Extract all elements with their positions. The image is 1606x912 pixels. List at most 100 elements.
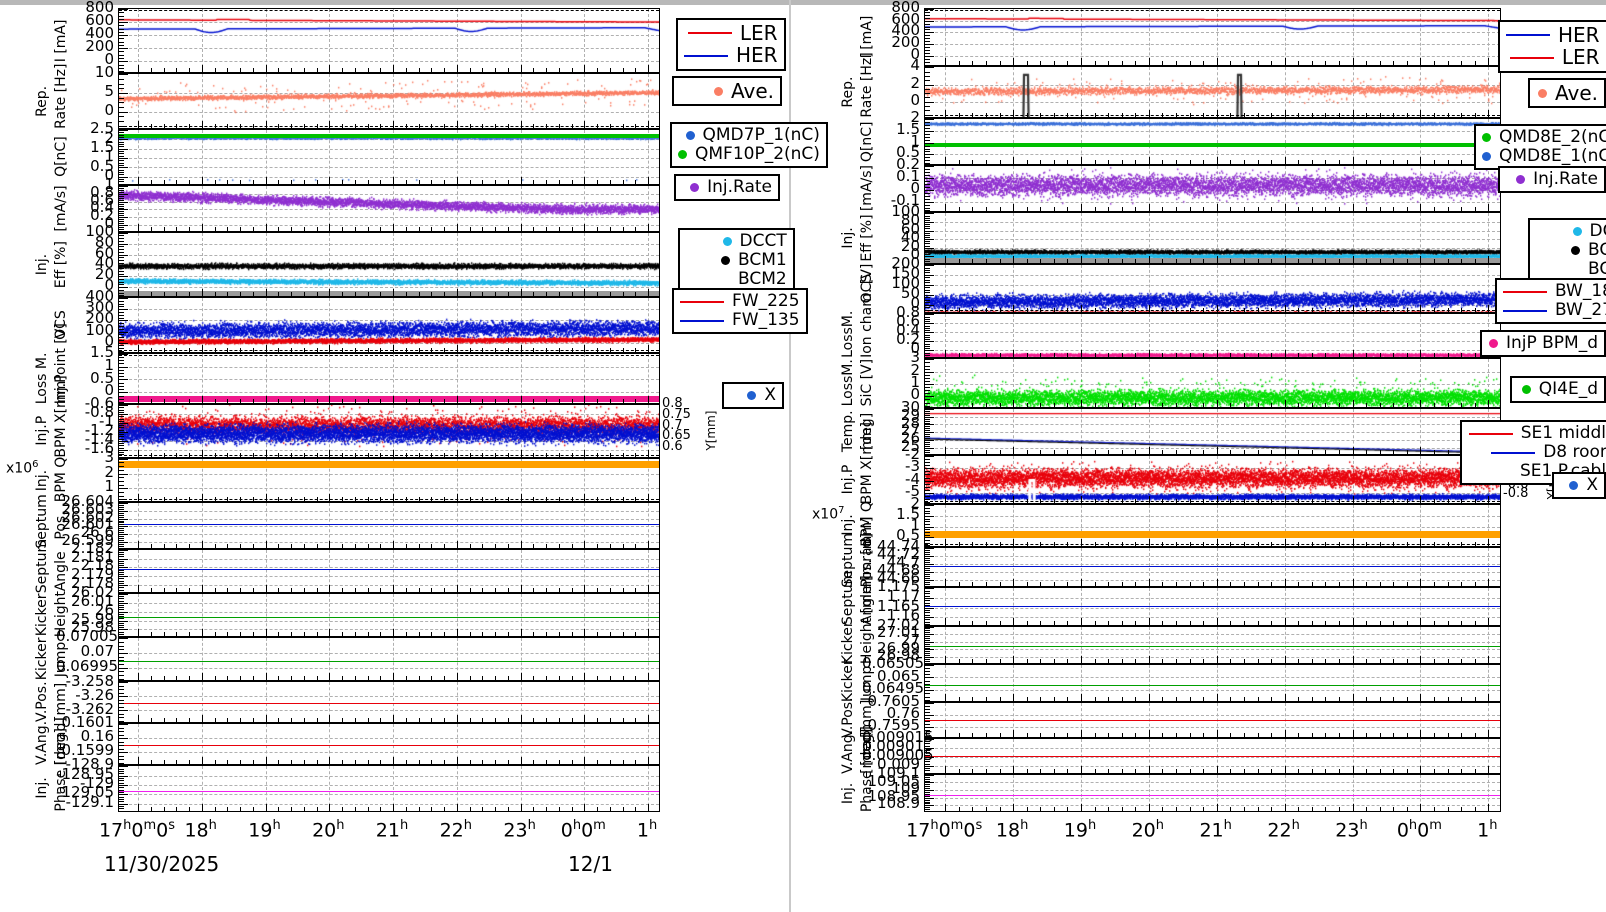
legend-item[interactable]: SE1 middle: [1468, 424, 1606, 443]
x-tick-marks: [925, 256, 1500, 263]
legend-beam-current[interactable]: HER LER: [1498, 20, 1606, 73]
xtick-major: [1488, 256, 1489, 263]
legend-ocs[interactable]: BW_180BW_270: [1495, 278, 1606, 324]
tick: [119, 522, 124, 523]
legend-item[interactable]: LER: [684, 22, 778, 44]
legend-rep-rate[interactable]: Ave.: [672, 76, 782, 106]
tick: [119, 563, 124, 564]
x-tick-marks: [925, 539, 1500, 546]
tick: [119, 211, 124, 212]
tick: [925, 570, 930, 571]
xtick-minor: [1067, 353, 1068, 357]
xtick-minor: [1000, 207, 1001, 211]
legend-item[interactable]: LER: [1506, 46, 1600, 68]
xtick-minor: [572, 676, 573, 680]
xtick-minor: [1312, 621, 1313, 625]
x-tick-marks: [925, 157, 1500, 164]
tick: [119, 19, 124, 20]
tick: [119, 653, 128, 654]
xtick-minor: [1176, 403, 1177, 407]
xtick-minor: [1339, 160, 1340, 164]
xtick-minor: [342, 718, 343, 722]
xtick-minor: [1067, 659, 1068, 663]
legend-item[interactable]: X: [1560, 476, 1598, 495]
tick: [925, 591, 930, 592]
legend-item[interactable]: HER: [1506, 24, 1600, 46]
legend-sic[interactable]: QI4E_d: [1510, 376, 1606, 403]
legend-inj-eff[interactable]: DCCTBCM1BCM2: [1528, 218, 1606, 283]
legend-item[interactable]: DCCT: [1536, 222, 1606, 241]
legend-item[interactable]: Ave.: [1536, 82, 1598, 104]
legend-item[interactable]: BCM1: [686, 251, 787, 270]
legend-ion-cham[interactable]: InjP BPM_d: [1480, 330, 1606, 357]
legend-item[interactable]: QMF10P_2(nC): [678, 145, 820, 164]
legend-bpm[interactable]: X: [1552, 472, 1606, 499]
legend-ocs[interactable]: FW_225 FW_135: [672, 288, 808, 334]
xtick-minor: [355, 544, 356, 548]
xtick-minor: [1162, 450, 1163, 454]
legend-inj-rate[interactable]: Inj.Rate: [674, 174, 780, 201]
xtick-major: [457, 541, 458, 548]
xtick-minor: [1135, 259, 1136, 263]
xtick-minor: [1067, 403, 1068, 407]
legend-item[interactable]: HER: [684, 44, 778, 66]
xtick-major: [138, 673, 139, 680]
xtick-minor: [1393, 61, 1394, 65]
legend-item[interactable]: BCM2: [1536, 260, 1606, 279]
legend-item[interactable]: FW_135: [680, 311, 800, 330]
tick: [119, 144, 124, 145]
tick: [925, 638, 930, 639]
tick: [119, 485, 124, 486]
tick: [119, 621, 128, 622]
legend-charge[interactable]: QMD8E_2(nC) QMD8E_1(nC): [1474, 124, 1606, 170]
legend-item[interactable]: InjP BPM_d: [1488, 334, 1598, 353]
legend-charge[interactable]: QMD7P_1(nC) QMF10P_2(nC): [670, 122, 828, 168]
xtick-minor: [482, 807, 483, 811]
xtick-major: [1353, 400, 1354, 407]
xtick-minor: [1000, 807, 1001, 811]
legend-inj-eff[interactable]: DCCTBCM1BCM2: [678, 228, 795, 293]
xtick-minor: [1380, 582, 1381, 586]
legend-item[interactable]: QMD8E_1(nC): [1482, 147, 1606, 166]
tick: [925, 677, 934, 678]
gridline-horizontal: [925, 608, 1500, 609]
legend-item[interactable]: Inj.Rate: [682, 178, 772, 197]
legend-item[interactable]: DCCT: [686, 232, 787, 251]
xtick-minor: [1122, 207, 1123, 211]
legend-item[interactable]: BCM1: [1536, 241, 1606, 260]
legend-item[interactable]: QMD8E_2(nC): [1482, 128, 1606, 147]
xtick-minor: [1203, 499, 1204, 503]
legend-inj-rate[interactable]: Inj.Rate: [1498, 166, 1606, 193]
xtick-minor: [164, 718, 165, 722]
xtick-minor: [215, 227, 216, 231]
gridline-horizontal: [925, 782, 1500, 783]
xtick-minor: [317, 544, 318, 548]
legend-item[interactable]: BW_180: [1503, 282, 1606, 301]
legend-item[interactable]: BCM2: [686, 270, 787, 289]
tick: [925, 18, 930, 19]
x-tick-marks: [925, 110, 1500, 117]
legend-item[interactable]: X: [730, 386, 776, 405]
xtick-major: [1013, 58, 1014, 65]
tick: [119, 556, 124, 557]
xtick-minor: [1339, 769, 1340, 773]
legend-item[interactable]: Ave.: [680, 80, 774, 102]
xtick-minor: [1176, 542, 1177, 546]
legend-item[interactable]: D8 room: [1468, 443, 1606, 462]
legend-item[interactable]: Inj.Rate: [1506, 170, 1598, 189]
plot-area-beam-current: [925, 9, 1500, 65]
tick: [119, 389, 124, 390]
legend-item[interactable]: FW_225: [680, 292, 800, 311]
x-tick-marks: [119, 629, 659, 636]
legend-line-swatch: [688, 32, 732, 34]
legend-item[interactable]: QI4E_d: [1518, 380, 1598, 399]
legend-bpm[interactable]: X: [722, 382, 784, 409]
xtick-minor: [227, 180, 228, 184]
legend-beam-current[interactable]: LER HER: [676, 18, 786, 71]
tick: [119, 392, 128, 393]
legend-item[interactable]: BW_270: [1503, 301, 1606, 320]
tick: [119, 724, 128, 725]
legend-rep-rate[interactable]: Ave.: [1528, 78, 1606, 108]
xtick-minor: [635, 676, 636, 680]
legend-item[interactable]: QMD7P_1(nC): [678, 126, 820, 145]
